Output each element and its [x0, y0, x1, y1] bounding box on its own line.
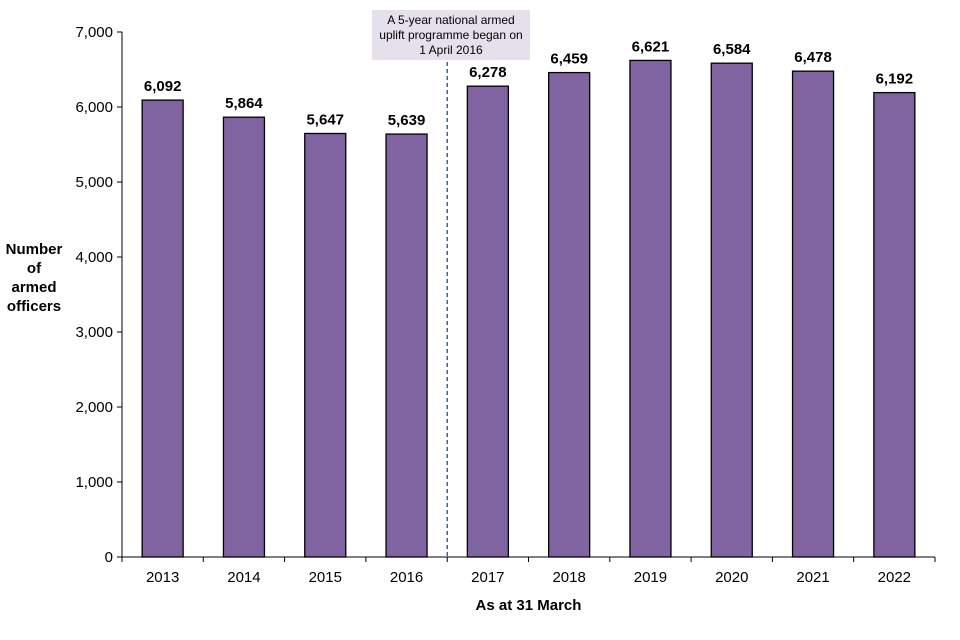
x-tick-label: 2020: [715, 569, 748, 586]
x-tick-label: 2021: [796, 569, 829, 586]
y-axis-title-line: of: [26, 260, 42, 277]
x-tick-label: 2022: [878, 569, 911, 586]
bar: [873, 91, 916, 558]
y-tick-label: 0: [105, 549, 113, 566]
bar-value-label: 5,639: [388, 112, 426, 129]
y-axis-title-line: armed: [11, 279, 57, 296]
x-tick-label: 2013: [146, 569, 179, 586]
bar-value-label: 6,192: [876, 71, 914, 88]
x-tick-label: 2017: [471, 569, 504, 586]
bar-value-label: 5,864: [225, 95, 263, 112]
bar: [791, 70, 835, 558]
y-tick-label: 1,000: [75, 474, 113, 491]
bar-value-label: 6,584: [713, 41, 751, 58]
y-axis-title-line: officers: [6, 298, 62, 315]
bar: [141, 99, 184, 558]
bar-value-label: 6,092: [144, 78, 182, 95]
bar: [629, 59, 672, 558]
x-tick-label: 2018: [552, 569, 585, 586]
y-tick-label: 5,000: [75, 174, 113, 191]
bar-value-label: 6,278: [469, 64, 507, 81]
bar: [466, 85, 510, 558]
uplift-annotation: A 5-year national armed uplift programme…: [372, 10, 530, 60]
bar: [304, 132, 347, 558]
x-tick-label: 2014: [227, 569, 260, 586]
bar-value-label: 6,478: [794, 49, 832, 66]
y-axis-title: Number of armed officers: [0, 240, 68, 316]
y-tick-label: 7,000: [75, 24, 113, 41]
bar-value-label: 6,621: [632, 38, 670, 55]
y-tick-label: 6,000: [75, 99, 113, 116]
bar-value-label: 6,459: [550, 51, 588, 68]
bar: [385, 133, 428, 558]
x-tick-label: 2019: [634, 569, 667, 586]
bar: [548, 71, 591, 558]
bar-value-label: 5,647: [306, 111, 344, 128]
y-tick-label: 2,000: [75, 399, 113, 416]
x-tick-label: 2016: [390, 569, 423, 586]
x-axis-title: As at 31 March: [476, 597, 582, 614]
x-tick-label: 2015: [309, 569, 342, 586]
bar: [710, 62, 753, 558]
y-tick-label: 4,000: [75, 249, 113, 266]
bar: [222, 116, 266, 558]
y-tick-label: 3,000: [75, 324, 113, 341]
y-axis-title-line: Number: [5, 241, 63, 258]
